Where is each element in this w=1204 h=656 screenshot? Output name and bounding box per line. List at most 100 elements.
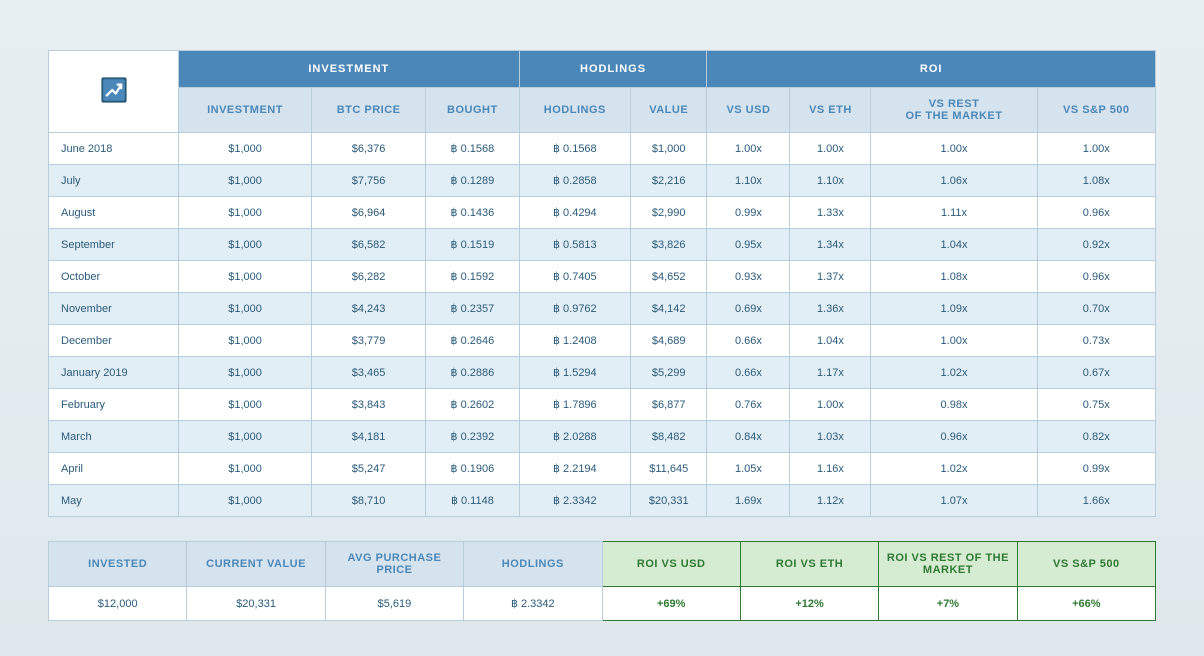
table-row: November$1,000$4,243฿ 0.2357฿ 0.9762$4,1… [49, 293, 1156, 325]
sum-head-vs-sp500: VS S&P 500 [1017, 542, 1155, 587]
cell-value: $11,645 [631, 453, 707, 485]
cell-investment: $1,000 [179, 453, 312, 485]
cell-hodlings: ฿ 1.2408 [519, 325, 630, 357]
cell-vs_sp500: 1.66x [1037, 485, 1155, 517]
table-body: June 2018$1,000$6,376฿ 0.1568฿ 0.1568$1,… [49, 133, 1156, 517]
cell-vs_eth: 1.04x [790, 325, 871, 357]
cell-vs_rest: 1.11x [871, 197, 1037, 229]
sum-val-roi-usd: +69% [602, 587, 740, 621]
group-header-roi: ROI [707, 51, 1156, 88]
table-row: January 2019$1,000$3,465฿ 0.2886฿ 1.5294… [49, 357, 1156, 389]
cell-btc_price: $6,376 [312, 133, 426, 165]
cell-value: $1,000 [631, 133, 707, 165]
cell-hodlings: ฿ 0.5813 [519, 229, 630, 261]
col-bought: BOUGHT [426, 88, 520, 133]
sum-val-roi-eth: +12% [740, 587, 878, 621]
sum-head-current-value: CURRENT VALUE [187, 542, 325, 587]
cell-month: October [49, 261, 179, 293]
cell-vs_rest: 0.96x [871, 421, 1037, 453]
table-row: February$1,000$3,843฿ 0.2602฿ 1.7896$6,8… [49, 389, 1156, 421]
cell-month: September [49, 229, 179, 261]
cell-vs_usd: 0.99x [707, 197, 790, 229]
cell-vs_rest: 1.09x [871, 293, 1037, 325]
cell-bought: ฿ 0.1289 [426, 165, 520, 197]
cell-vs_eth: 1.12x [790, 485, 871, 517]
cell-bought: ฿ 0.2392 [426, 421, 520, 453]
cell-hodlings: ฿ 0.9762 [519, 293, 630, 325]
cell-bought: ฿ 0.2886 [426, 357, 520, 389]
table-row: August$1,000$6,964฿ 0.1436฿ 0.4294$2,990… [49, 197, 1156, 229]
cell-vs_sp500: 0.96x [1037, 197, 1155, 229]
cell-vs_usd: 0.95x [707, 229, 790, 261]
cell-bought: ฿ 0.1148 [426, 485, 520, 517]
cell-vs_usd: 1.10x [707, 165, 790, 197]
sum-head-avg-price: AVG PURCHASE PRICE [325, 542, 463, 587]
cell-investment: $1,000 [179, 421, 312, 453]
cell-btc_price: $3,779 [312, 325, 426, 357]
cell-value: $4,142 [631, 293, 707, 325]
cell-vs_usd: 0.66x [707, 325, 790, 357]
cell-vs_sp500: 0.99x [1037, 453, 1155, 485]
sum-val-invested: $12,000 [49, 587, 187, 621]
cell-hodlings: ฿ 2.2194 [519, 453, 630, 485]
cell-btc_price: $3,465 [312, 357, 426, 389]
table-row: September$1,000$6,582฿ 0.1519฿ 0.5813$3,… [49, 229, 1156, 261]
cell-vs_rest: 0.98x [871, 389, 1037, 421]
cell-month: April [49, 453, 179, 485]
cell-vs_usd: 0.84x [707, 421, 790, 453]
cell-investment: $1,000 [179, 485, 312, 517]
cell-btc_price: $5,247 [312, 453, 426, 485]
cell-vs_usd: 0.66x [707, 357, 790, 389]
cell-vs_sp500: 0.92x [1037, 229, 1155, 261]
cell-vs_sp500: 0.75x [1037, 389, 1155, 421]
col-vs-usd: VS USD [707, 88, 790, 133]
cell-btc_price: $3,843 [312, 389, 426, 421]
cell-vs_sp500: 0.67x [1037, 357, 1155, 389]
sum-head-invested: INVESTED [49, 542, 187, 587]
col-vs-rest: VS REST OF THE MARKET [871, 88, 1037, 133]
cell-vs_eth: 1.37x [790, 261, 871, 293]
sum-head-roi-rest-label: ROI VS REST OF THE MARKET [887, 552, 1009, 576]
table-row: March$1,000$4,181฿ 0.2392฿ 2.0288$8,4820… [49, 421, 1156, 453]
cell-vs_rest: 1.06x [871, 165, 1037, 197]
cell-value: $5,299 [631, 357, 707, 389]
cell-bought: ฿ 0.1519 [426, 229, 520, 261]
group-header-investment: INVESTMENT [179, 51, 520, 88]
cell-vs_eth: 1.34x [790, 229, 871, 261]
cell-vs_eth: 1.17x [790, 357, 871, 389]
cell-month: August [49, 197, 179, 229]
cell-hodlings: ฿ 1.7896 [519, 389, 630, 421]
sum-head-hodlings: HODLINGS [464, 542, 602, 587]
cell-value: $3,826 [631, 229, 707, 261]
cell-btc_price: $4,243 [312, 293, 426, 325]
cell-bought: ฿ 0.2357 [426, 293, 520, 325]
cell-vs_sp500: 0.96x [1037, 261, 1155, 293]
cell-bought: ฿ 0.2646 [426, 325, 520, 357]
group-header-hodlings: HODLINGS [519, 51, 707, 88]
cell-hodlings: ฿ 0.1568 [519, 133, 630, 165]
cell-investment: $1,000 [179, 261, 312, 293]
cell-investment: $1,000 [179, 229, 312, 261]
col-btc-price: BTC PRICE [312, 88, 426, 133]
cell-btc_price: $6,282 [312, 261, 426, 293]
chart-logo-icon [96, 72, 132, 108]
cell-value: $20,331 [631, 485, 707, 517]
cell-btc_price: $7,756 [312, 165, 426, 197]
cell-investment: $1,000 [179, 133, 312, 165]
cell-btc_price: $8,710 [312, 485, 426, 517]
cell-vs_sp500: 0.70x [1037, 293, 1155, 325]
cell-investment: $1,000 [179, 325, 312, 357]
cell-bought: ฿ 0.1592 [426, 261, 520, 293]
logo-cell [49, 51, 179, 133]
cell-month: December [49, 325, 179, 357]
cell-vs_eth: 1.10x [790, 165, 871, 197]
cell-vs_usd: 1.69x [707, 485, 790, 517]
cell-vs_sp500: 0.82x [1037, 421, 1155, 453]
table-row: July$1,000$7,756฿ 0.1289฿ 0.2858$2,2161.… [49, 165, 1156, 197]
cell-btc_price: $6,582 [312, 229, 426, 261]
cell-value: $4,652 [631, 261, 707, 293]
sum-head-roi-rest: ROI VS REST OF THE MARKET [879, 542, 1017, 587]
cell-vs_eth: 1.00x [790, 133, 871, 165]
cell-btc_price: $6,964 [312, 197, 426, 229]
cell-investment: $1,000 [179, 197, 312, 229]
